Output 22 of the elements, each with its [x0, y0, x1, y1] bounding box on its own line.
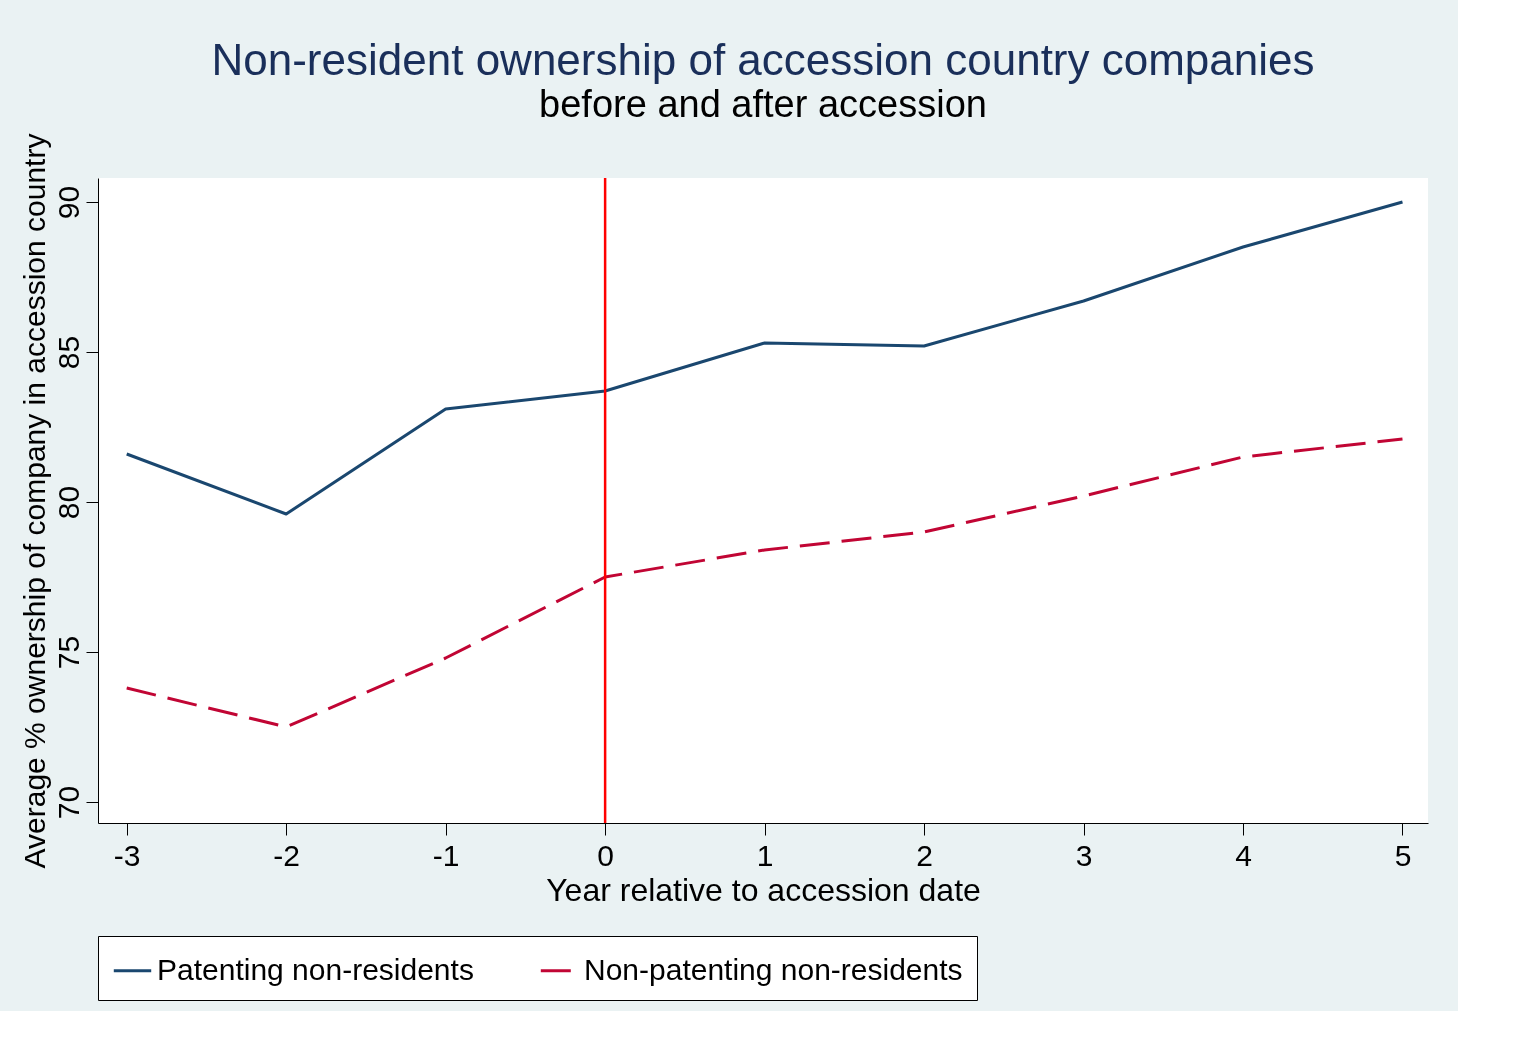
y-tick-label: 90: [51, 185, 85, 220]
y-axis-title: Average % ownership of company in accession country: [17, 133, 51, 869]
legend-label: Non-patenting non-residents: [584, 952, 963, 986]
legend-label: Patenting non-residents: [157, 952, 474, 986]
x-tick-label: -2: [273, 838, 301, 872]
x-tick-label: 1: [756, 838, 774, 872]
x-tick-label: 4: [1235, 838, 1252, 872]
y-tick-label: 80: [51, 485, 85, 520]
y-tick-label: 75: [51, 635, 85, 670]
line-series: [125, 437, 1404, 729]
chart-title: Non-resident ownership of accession country companies: [211, 35, 1315, 85]
x-tick-label: 0: [597, 838, 614, 872]
chart-subtitle: before and after accession: [539, 83, 987, 126]
x-tick-label: -3: [113, 838, 141, 872]
x-tick-label: 5: [1394, 838, 1412, 872]
x-tick-label: 2: [916, 838, 933, 872]
x-axis-title: Year relative to accession date: [546, 871, 981, 908]
x-tick-label: 3: [1075, 838, 1093, 872]
line-series: [125, 200, 1404, 516]
x-tick-label: -1: [432, 838, 460, 872]
y-tick-label: 70: [51, 785, 85, 820]
y-tick-label: 85: [51, 335, 85, 370]
